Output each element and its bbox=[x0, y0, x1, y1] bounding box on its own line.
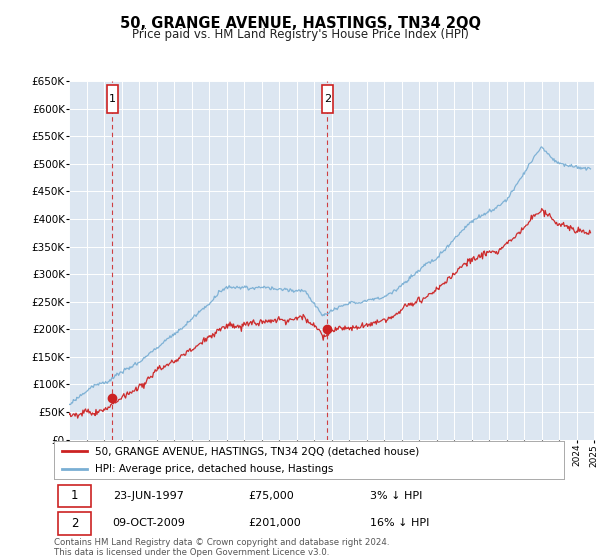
Text: £201,000: £201,000 bbox=[248, 519, 301, 529]
Text: 2: 2 bbox=[324, 94, 331, 104]
FancyBboxPatch shape bbox=[107, 85, 118, 113]
Text: 3% ↓ HPI: 3% ↓ HPI bbox=[370, 491, 422, 501]
Text: HPI: Average price, detached house, Hastings: HPI: Average price, detached house, Hast… bbox=[95, 464, 333, 474]
Text: Price paid vs. HM Land Registry's House Price Index (HPI): Price paid vs. HM Land Registry's House … bbox=[131, 28, 469, 41]
FancyBboxPatch shape bbox=[322, 85, 333, 113]
Text: Contains HM Land Registry data © Crown copyright and database right 2024.
This d: Contains HM Land Registry data © Crown c… bbox=[54, 538, 389, 557]
Text: £75,000: £75,000 bbox=[248, 491, 293, 501]
Text: 16% ↓ HPI: 16% ↓ HPI bbox=[370, 519, 430, 529]
Text: 09-OCT-2009: 09-OCT-2009 bbox=[113, 519, 185, 529]
Text: 1: 1 bbox=[109, 94, 116, 104]
Text: 2: 2 bbox=[71, 517, 78, 530]
Text: 23-JUN-1997: 23-JUN-1997 bbox=[113, 491, 184, 501]
FancyBboxPatch shape bbox=[58, 512, 91, 535]
Text: 50, GRANGE AVENUE, HASTINGS, TN34 2QQ (detached house): 50, GRANGE AVENUE, HASTINGS, TN34 2QQ (d… bbox=[95, 446, 419, 456]
Text: 1: 1 bbox=[71, 489, 78, 502]
Text: 50, GRANGE AVENUE, HASTINGS, TN34 2QQ: 50, GRANGE AVENUE, HASTINGS, TN34 2QQ bbox=[119, 16, 481, 31]
FancyBboxPatch shape bbox=[58, 484, 91, 507]
